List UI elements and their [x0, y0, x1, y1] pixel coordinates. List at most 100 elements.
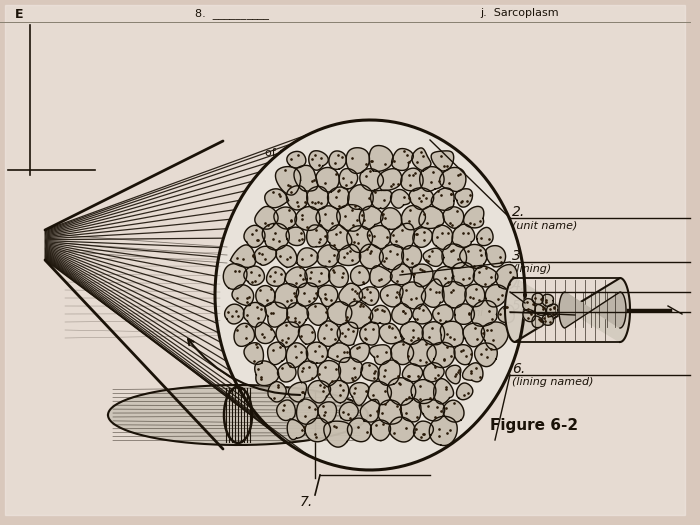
Text: uni: uni [468, 308, 483, 318]
Polygon shape [285, 267, 307, 288]
Polygon shape [377, 169, 402, 191]
Polygon shape [471, 300, 497, 326]
Polygon shape [339, 358, 363, 383]
Polygon shape [401, 206, 426, 230]
Polygon shape [463, 323, 484, 346]
Polygon shape [359, 244, 384, 269]
Polygon shape [244, 266, 265, 285]
Polygon shape [276, 400, 295, 421]
Polygon shape [318, 321, 340, 346]
Polygon shape [324, 421, 352, 447]
Polygon shape [496, 265, 517, 289]
Polygon shape [547, 304, 558, 317]
Polygon shape [400, 398, 421, 422]
Text: (unit name): (unit name) [512, 220, 578, 230]
Polygon shape [485, 285, 508, 307]
Polygon shape [523, 310, 536, 322]
Polygon shape [431, 151, 454, 171]
Polygon shape [424, 363, 444, 382]
Polygon shape [421, 279, 444, 307]
Polygon shape [234, 323, 255, 346]
Polygon shape [265, 189, 288, 208]
Polygon shape [309, 151, 328, 170]
Polygon shape [368, 381, 391, 405]
Polygon shape [379, 245, 403, 270]
Polygon shape [265, 302, 288, 327]
Polygon shape [359, 206, 383, 229]
Polygon shape [482, 322, 508, 350]
Polygon shape [440, 167, 466, 192]
Polygon shape [390, 223, 414, 249]
Polygon shape [276, 245, 297, 267]
Polygon shape [340, 169, 358, 189]
Polygon shape [440, 321, 463, 347]
Polygon shape [391, 190, 410, 208]
Polygon shape [486, 246, 505, 267]
Polygon shape [400, 322, 424, 344]
Polygon shape [287, 303, 309, 327]
Polygon shape [401, 168, 423, 191]
Polygon shape [359, 287, 379, 305]
Polygon shape [360, 400, 379, 422]
Polygon shape [465, 284, 484, 307]
Polygon shape [413, 304, 432, 324]
Polygon shape [305, 267, 330, 287]
Polygon shape [254, 246, 276, 265]
Polygon shape [402, 246, 421, 267]
Polygon shape [346, 301, 372, 329]
Polygon shape [329, 266, 349, 287]
Polygon shape [286, 186, 307, 210]
Polygon shape [419, 206, 444, 228]
Polygon shape [370, 306, 391, 324]
Polygon shape [339, 284, 363, 306]
Text: 7.: 7. [300, 495, 314, 509]
Polygon shape [215, 120, 525, 470]
Polygon shape [286, 343, 308, 367]
Polygon shape [287, 151, 306, 168]
Polygon shape [225, 304, 244, 324]
Polygon shape [287, 419, 305, 439]
Polygon shape [535, 304, 546, 316]
Polygon shape [391, 264, 412, 285]
Polygon shape [477, 227, 493, 246]
Text: 8.  __________: 8. __________ [195, 8, 269, 19]
Polygon shape [351, 266, 370, 286]
Polygon shape [381, 208, 402, 229]
Polygon shape [255, 206, 278, 229]
Polygon shape [420, 166, 444, 191]
Polygon shape [316, 206, 340, 230]
Polygon shape [505, 278, 630, 342]
Polygon shape [308, 381, 330, 403]
Polygon shape [346, 148, 370, 173]
Text: Figure 6-2: Figure 6-2 [490, 418, 578, 433]
Polygon shape [389, 417, 415, 442]
Polygon shape [328, 343, 351, 362]
Polygon shape [443, 400, 464, 422]
Polygon shape [370, 345, 391, 365]
Polygon shape [318, 402, 337, 423]
Polygon shape [532, 316, 543, 328]
Polygon shape [407, 340, 436, 366]
Polygon shape [409, 188, 434, 209]
Polygon shape [297, 399, 318, 424]
Polygon shape [277, 363, 296, 382]
Polygon shape [317, 245, 339, 267]
Polygon shape [370, 190, 392, 208]
Polygon shape [318, 361, 341, 386]
Polygon shape [256, 286, 275, 306]
Polygon shape [232, 285, 253, 306]
Polygon shape [255, 322, 275, 343]
Text: 3.: 3. [512, 249, 525, 263]
Polygon shape [431, 188, 454, 211]
Polygon shape [370, 420, 391, 440]
Polygon shape [460, 245, 487, 268]
Text: (lining named): (lining named) [512, 377, 594, 387]
Polygon shape [432, 225, 453, 249]
Polygon shape [276, 166, 301, 195]
Text: 2.: 2. [512, 205, 525, 219]
Polygon shape [307, 342, 328, 363]
Polygon shape [360, 169, 384, 191]
Polygon shape [442, 281, 466, 308]
Polygon shape [230, 245, 256, 267]
Polygon shape [337, 322, 358, 345]
